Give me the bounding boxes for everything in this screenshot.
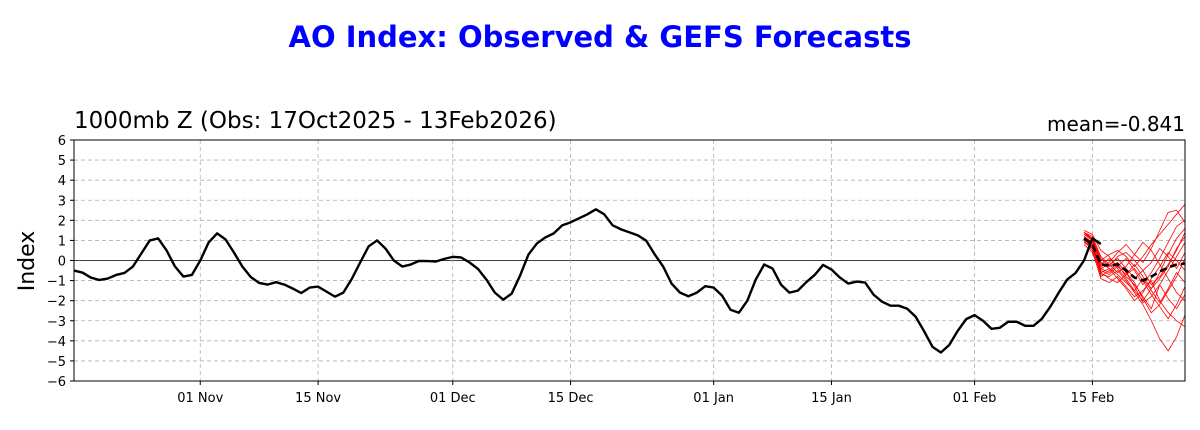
observed-line — [73, 208, 1102, 354]
observed-series — [73, 208, 1102, 354]
axis-ticks: −6 −5 −4 −3 −2 −1 0 1 2 3 4 5 6 01 Nov 15 Nov 01 Dec 15 … — [47, 134, 1114, 406]
y-tick-label: 3 — [58, 194, 66, 209]
y-tick-label: −1 — [47, 275, 66, 290]
y-tick-label: −5 — [47, 355, 66, 370]
member-line — [1083, 240, 1186, 328]
x-tick-label: 15 Jan — [811, 391, 852, 406]
member-line — [1083, 234, 1186, 320]
member-line — [1083, 232, 1186, 301]
y-tick-label: 2 — [58, 214, 66, 229]
x-tick-label: 01 Jan — [693, 391, 734, 406]
y-tick-label: 5 — [58, 154, 66, 169]
x-tick-label: 15 Dec — [548, 391, 594, 406]
y-tick-label: 4 — [58, 174, 66, 189]
y-tick-label: −6 — [47, 375, 66, 390]
grid-lines — [74, 139, 1185, 382]
y-tick-label: 6 — [58, 134, 66, 149]
member-line — [1083, 236, 1186, 290]
ensemble-mean-line — [1083, 237, 1186, 282]
x-tick-label: 01 Nov — [177, 391, 223, 406]
x-tick-label: 15 Feb — [1071, 391, 1115, 406]
member-line — [1083, 232, 1186, 310]
member-line — [1083, 204, 1186, 268]
member-line — [1083, 220, 1186, 286]
y-tick-label: −3 — [47, 315, 66, 330]
forecast-members — [1083, 204, 1186, 352]
member-line — [1083, 244, 1186, 314]
y-tick-label: 0 — [58, 255, 66, 270]
ensemble-mean-series — [1083, 237, 1186, 282]
figure-title: AO Index: Observed & GEFS Forecasts — [288, 20, 912, 54]
x-tick-label: 01 Dec — [430, 391, 476, 406]
chart-subtitle: 1000mb Z (Obs: 17Oct2025 - 13Feb2026) — [74, 108, 557, 134]
x-tick-label: 15 Nov — [295, 391, 341, 406]
y-tick-label: 1 — [58, 234, 66, 249]
x-tick-label: 01 Feb — [953, 391, 997, 406]
mean-annotation: mean=-0.841 — [1047, 112, 1185, 136]
y-axis-label: Index — [15, 231, 40, 292]
y-tick-label: −4 — [47, 335, 66, 350]
member-line — [1083, 236, 1186, 304]
member-line — [1083, 242, 1186, 352]
y-tick-label: −2 — [47, 295, 66, 310]
